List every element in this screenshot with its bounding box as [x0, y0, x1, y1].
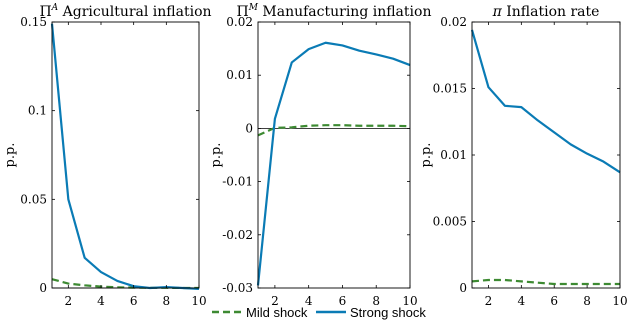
x-tick-label: 8 [163, 294, 171, 308]
chart-panel-3: 2 4 6 8 10 0 0.005 0.01 0.015 0.02 p.p. π Inflation… [419, 4, 628, 308]
y-tick-label: -0.03 [222, 281, 253, 295]
chart-title: π Inflation rate [492, 4, 600, 20]
y-tick-label: 0.02 [226, 15, 253, 29]
x-tick-label: 6 [550, 294, 558, 308]
chart-title: ΠA Agricultural inflation [39, 3, 211, 20]
series-line-strong-shock [470, 29, 621, 174]
y-tick-label: 0.15 [20, 15, 47, 29]
y-tick-label: 0.1 [28, 104, 47, 118]
series-line-strong-shock [256, 41, 411, 286]
x-tick-label: 4 [518, 294, 526, 308]
chart-panel-1: 2 4 6 8 10 0 0.05 0.1 0.15 p.p. ΠA Agricultural in… [3, 3, 212, 308]
x-tick-label: 8 [583, 294, 591, 308]
y-tick-label: 0.01 [440, 148, 467, 162]
y-tick-label: -0.02 [222, 228, 253, 242]
y-tick-label: 0 [459, 281, 467, 295]
legend-label-strong-shock: Strong shock [350, 305, 426, 320]
x-tick-label: 4 [305, 294, 313, 308]
y-axis-label: p.p. [419, 143, 434, 168]
series-line-mild-shock [471, 278, 620, 286]
x-tick-label: 10 [402, 294, 417, 308]
y-axis-label: p.p. [209, 143, 224, 168]
x-tick-label: 4 [97, 294, 105, 308]
y-tick-label: 0.015 [433, 82, 467, 96]
y-tick-label: 0 [245, 121, 253, 135]
y-tick-label: 0.05 [20, 192, 47, 206]
x-tick-label: 10 [612, 294, 627, 308]
y-tick-label: 0.01 [226, 68, 253, 82]
series-line-strong-shock [50, 23, 200, 290]
y-tick-label: 0.02 [440, 15, 467, 29]
x-tick-label: 8 [372, 294, 380, 308]
legend: Mild shock Strong shock [212, 305, 426, 320]
legend-label-mild-shock: Mild shock [246, 305, 308, 320]
series-line-mild-shock [257, 124, 411, 137]
x-tick-label: 2 [65, 294, 73, 308]
x-tick-label: 6 [130, 294, 138, 308]
x-tick-label: 2 [271, 294, 279, 308]
y-tick-label: 0.005 [433, 215, 467, 229]
chart-panel-2: 2 4 6 8 10 -0.03 -0.02 -0.01 0 0.01 0.02 p.p. ΠM Man… [209, 3, 431, 308]
x-tick-label: 2 [485, 294, 493, 308]
x-tick-label: 10 [191, 294, 206, 308]
chart-panels: 2 4 6 8 10 0 0.05 0.1 0.15 p.p. ΠA Agricultural in… [3, 3, 628, 308]
chart-title: ΠM Manufacturing inflation [237, 3, 432, 20]
axes-frame [51, 21, 200, 289]
y-axis-label: p.p. [3, 143, 18, 168]
y-tick-label: -0.01 [222, 175, 253, 189]
axes-frame [257, 21, 411, 289]
y-tick-label: 0 [39, 281, 47, 295]
axes-frame [471, 21, 621, 289]
x-tick-label: 6 [339, 294, 347, 308]
